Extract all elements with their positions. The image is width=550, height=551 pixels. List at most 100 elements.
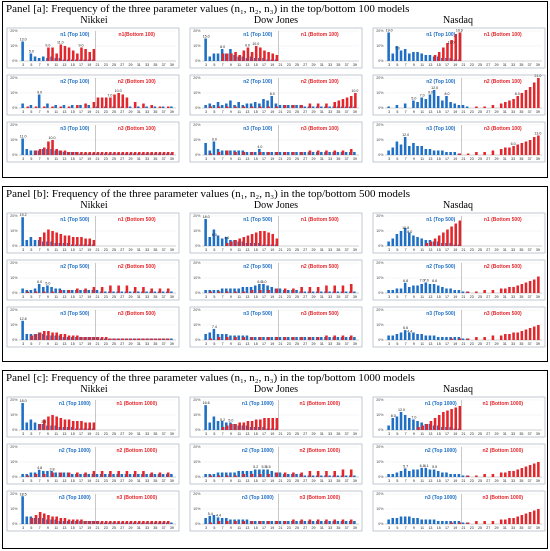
bar-bottom: [26, 475, 30, 477]
bar-top: [79, 474, 82, 477]
x-tick-label: 33: [145, 157, 149, 161]
x-tick-label: 3: [22, 432, 24, 436]
x-tick-label: 27: [120, 248, 124, 252]
series-label-top: n2 (Top 500): [243, 264, 272, 270]
bar-top: [395, 46, 399, 61]
y-tick-label: 0%: [378, 59, 384, 63]
x-tick-label: 29: [312, 479, 316, 483]
bar-top: [212, 229, 216, 246]
x-tick-label: 7: [39, 342, 41, 346]
bar-bottom: [271, 234, 275, 246]
data-label: 7.4: [212, 325, 217, 329]
bar-top: [21, 41, 24, 61]
x-tick-label: 5: [213, 63, 215, 67]
x-tick-label: 9: [230, 248, 232, 252]
data-label: 16.6: [203, 401, 210, 405]
series-label-top: n3 (Top 100): [426, 126, 455, 132]
bar-bottom: [47, 229, 50, 246]
bar-bottom: [300, 519, 303, 524]
bar-bottom: [341, 99, 345, 108]
x-tick-label: 35: [336, 157, 340, 161]
x-tick-label: 19: [453, 63, 457, 67]
y-tick-label: 20%: [376, 445, 384, 449]
bar-bottom: [142, 287, 145, 293]
x-tick-label: 7: [405, 342, 407, 346]
bar-bottom: [528, 512, 532, 524]
x-tick-label: 5: [213, 110, 215, 114]
bar-top: [170, 474, 173, 477]
subplot-frame: [372, 259, 546, 301]
x-tick-label: 21: [96, 248, 100, 252]
x-tick-label: 15: [71, 157, 75, 161]
bar-top: [387, 32, 390, 61]
bar-bottom: [528, 465, 532, 477]
x-tick-label: 21: [279, 432, 283, 436]
data-label: 9.0: [78, 44, 83, 48]
x-tick-label: 35: [153, 432, 157, 436]
x-tick-label: 5: [30, 295, 32, 299]
bar-bottom: [150, 521, 153, 524]
x-tick-label: 27: [120, 110, 124, 114]
bar-bottom: [483, 106, 486, 108]
x-tick-label: 11: [54, 526, 58, 530]
bar-top: [70, 290, 74, 293]
bar-top: [428, 469, 432, 477]
bar-top: [237, 150, 240, 155]
bar-bottom: [508, 287, 511, 293]
bar-top: [258, 469, 261, 477]
bar-top: [457, 105, 461, 108]
bar-bottom: [59, 518, 63, 524]
bar-bottom: [209, 106, 213, 108]
x-tick-label: 7: [405, 295, 407, 299]
x-tick-label: 9: [413, 157, 415, 161]
x-tick-label: 19: [270, 479, 274, 483]
bar-top: [286, 105, 290, 108]
bar-bottom: [38, 512, 42, 524]
x-tick-label: 25: [295, 295, 299, 299]
x-tick-label: 25: [478, 295, 482, 299]
bar-top: [249, 103, 253, 108]
panel-c-nasdaq-n2-chart: 0%10%20%3 5 7 9 11 13 15 17 19 21 23 25 27 29 31 33 35 37…: [372, 443, 546, 485]
bar-top: [336, 337, 340, 340]
bar-bottom: [349, 149, 353, 155]
bar-bottom: [337, 100, 341, 108]
x-tick-label: 17: [262, 479, 266, 483]
bar-bottom: [138, 152, 141, 155]
bar-top: [461, 522, 465, 524]
bar-bottom: [425, 243, 429, 246]
bar-top: [46, 103, 49, 108]
x-tick-label: 19: [87, 479, 91, 483]
bar-bottom: [532, 463, 536, 477]
x-tick-label: 11: [54, 295, 58, 299]
bar-top: [21, 403, 24, 430]
x-tick-label: 3: [205, 248, 207, 252]
bar-bottom: [88, 152, 92, 155]
bar-bottom: [117, 152, 120, 155]
y-tick-label: 10%: [193, 91, 201, 95]
bar-bottom: [55, 416, 58, 430]
x-tick-label: 23: [104, 479, 108, 483]
y-tick-label: 20%: [10, 123, 18, 127]
x-tick-label: 7: [222, 432, 224, 436]
bar-top: [54, 105, 57, 108]
bar-top: [344, 337, 348, 340]
bar-bottom: [234, 337, 237, 340]
x-tick-label: 21: [279, 248, 283, 252]
bar-bottom: [325, 285, 328, 293]
x-tick-label: 15: [437, 248, 441, 252]
x-tick-label: 9: [413, 526, 415, 530]
x-tick-label: 37: [528, 110, 532, 114]
bar-bottom: [483, 474, 486, 477]
x-tick-label: 23: [287, 432, 291, 436]
bar-bottom: [234, 521, 237, 524]
bar-top: [449, 288, 452, 293]
bar-bottom: [113, 521, 116, 524]
x-tick-label: 33: [328, 526, 332, 530]
bar-bottom: [308, 519, 312, 524]
bar-bottom: [92, 152, 96, 155]
x-tick-label: 31: [320, 63, 324, 67]
y-tick-label: 0%: [12, 428, 18, 432]
bar-bottom: [88, 238, 92, 246]
bar-bottom: [532, 82, 536, 108]
x-tick-label: 5: [396, 248, 398, 252]
